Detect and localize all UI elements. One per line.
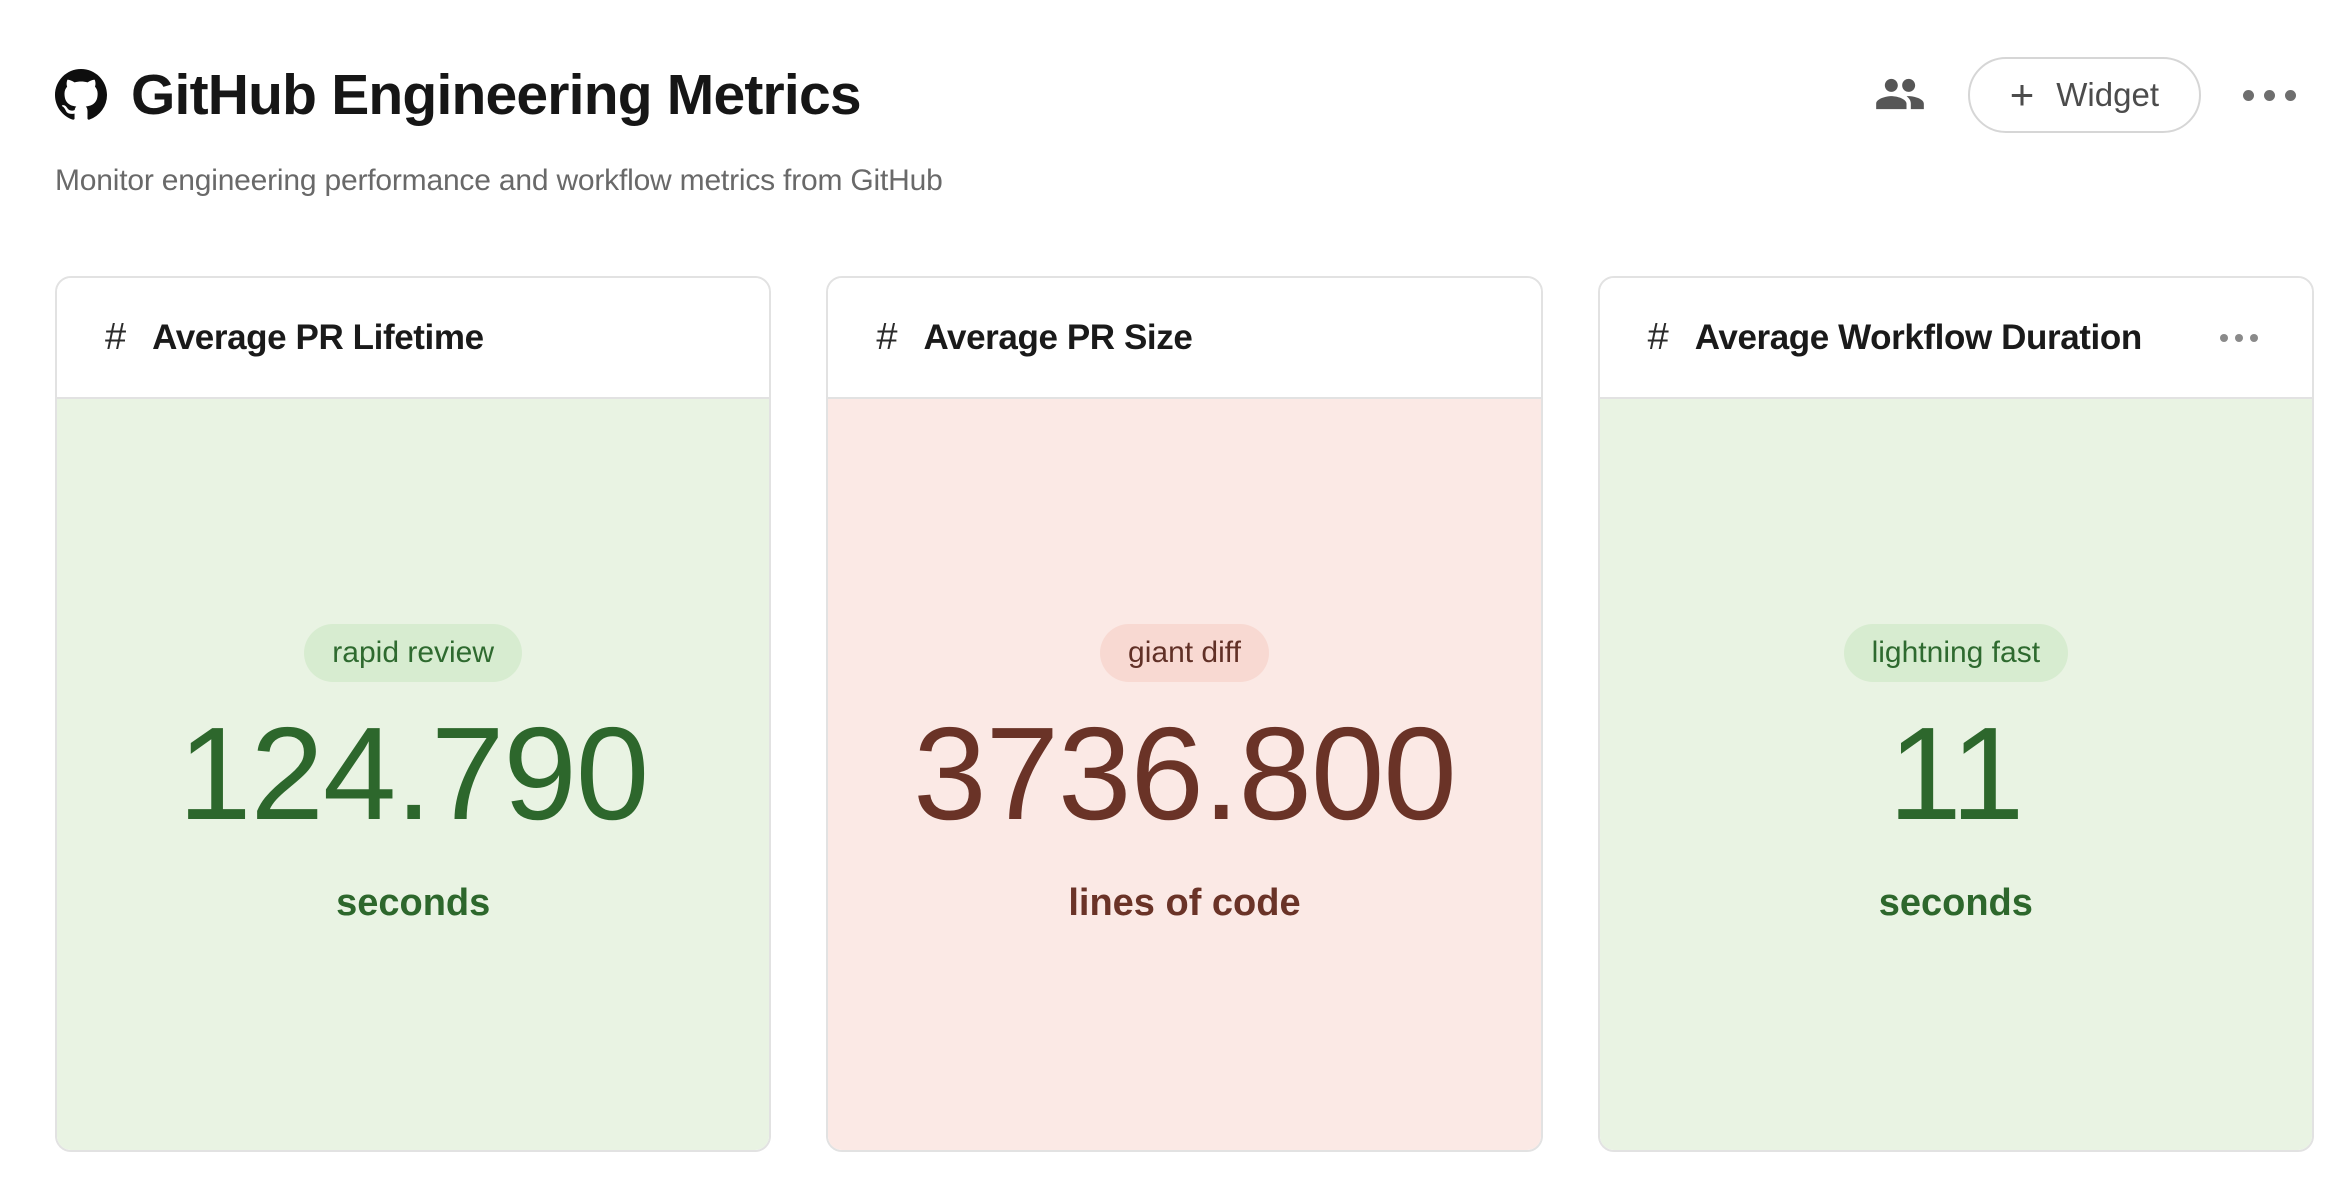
dashboard-header: GitHub Engineering Metrics + Widget — [55, 50, 2314, 140]
metric-card-average-pr-lifetime: # Average PR Lifetime rapid review 124.7… — [55, 276, 772, 1152]
hash-icon: # — [105, 316, 127, 358]
people-icon — [1874, 68, 1926, 123]
card-body: rapid review 124.790 seconds — [57, 399, 770, 1150]
card-title: Average PR Size — [923, 317, 1193, 357]
metric-value: 124.790 — [178, 700, 649, 847]
ellipsis-icon — [2219, 334, 2258, 342]
header-actions: + Widget — [1868, 57, 2314, 133]
metric-unit: seconds — [336, 882, 491, 924]
plus-icon: + — [2009, 71, 2035, 119]
card-title: Average PR Lifetime — [152, 317, 484, 357]
metric-value: 11 — [1888, 700, 2024, 847]
title-group: GitHub Engineering Metrics — [55, 62, 862, 128]
metric-unit: lines of code — [1068, 882, 1301, 924]
status-badge: rapid review — [304, 624, 523, 682]
metric-value: 3736.800 — [913, 700, 1457, 847]
card-title: Average Workflow Duration — [1694, 317, 2142, 357]
add-widget-button[interactable]: + Widget — [1967, 57, 2201, 133]
hash-icon: # — [1647, 316, 1669, 358]
hash-icon: # — [876, 316, 898, 358]
card-body: giant diff 3736.800 lines of code — [828, 399, 1541, 1150]
widgets-row: # Average PR Lifetime rapid review 124.7… — [55, 276, 2314, 1152]
github-logo-icon — [55, 69, 107, 121]
status-badge: giant diff — [1100, 624, 1269, 682]
add-widget-label: Widget — [2056, 76, 2159, 113]
status-badge: lightning fast — [1843, 624, 2069, 682]
card-header: # Average PR Lifetime — [57, 278, 770, 399]
metric-card-average-pr-size: # Average PR Size giant diff 3736.800 li… — [826, 276, 1543, 1152]
page-title: GitHub Engineering Metrics — [131, 63, 862, 127]
card-menu-button[interactable] — [2214, 324, 2264, 351]
dashboard-menu-button[interactable] — [2237, 84, 2302, 107]
share-people-button[interactable] — [1868, 62, 1932, 129]
metric-card-average-workflow-duration: # Average Workflow Duration lightning fa… — [1597, 276, 2314, 1152]
metric-unit: seconds — [1878, 882, 2033, 924]
card-header: # Average PR Size — [828, 278, 1541, 399]
card-header: # Average Workflow Duration — [1599, 278, 2312, 399]
page-subtitle: Monitor engineering performance and work… — [55, 164, 943, 197]
ellipsis-icon — [2243, 89, 2296, 101]
card-body: lightning fast 11 seconds — [1599, 399, 2312, 1150]
